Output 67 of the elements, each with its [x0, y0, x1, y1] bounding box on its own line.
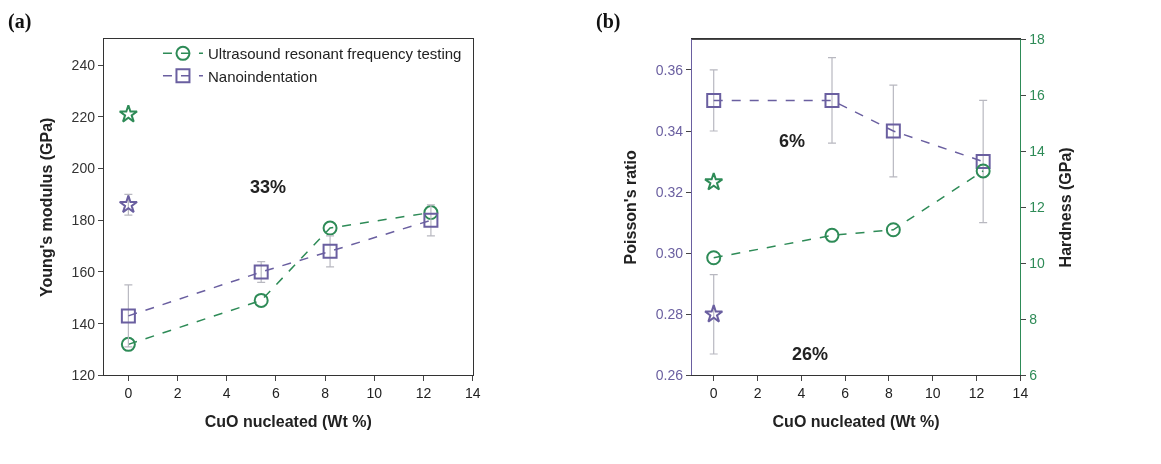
point: [120, 336, 136, 352]
x-tick-label: 12: [415, 385, 432, 402]
point: [118, 104, 139, 123]
annotation: 26%: [792, 344, 829, 364]
point: [885, 222, 901, 238]
annotation: 33%: [250, 177, 287, 197]
y2-axis-title: Hardness (GPa): [1056, 147, 1074, 268]
x-tick-label: 10: [924, 385, 941, 402]
x-axis-title: CuO nucleated (Wt %): [204, 412, 372, 430]
y-tick-label: 0.32: [655, 183, 684, 200]
x-tick-label: 4: [222, 385, 231, 402]
y-tick-label: 180: [71, 212, 96, 229]
y-tick-label: 0.30: [655, 245, 684, 262]
y2-tick-label: 16: [1029, 87, 1045, 104]
x-tick-label: 0: [124, 385, 133, 402]
point: [824, 92, 840, 108]
y2-tick-label: 14: [1029, 143, 1045, 160]
y-tick-label: 0.26: [655, 367, 684, 384]
x-tick-label: 6: [272, 385, 281, 402]
x-tick-label: 8: [885, 385, 894, 402]
x-tick-label: 14: [464, 385, 481, 402]
point: [423, 212, 439, 228]
y-tick-label: 0.34: [655, 122, 684, 139]
point: [704, 304, 724, 323]
point: [824, 227, 840, 243]
point: [120, 308, 136, 324]
x-tick-label: 2: [173, 385, 182, 402]
y-tick-label: 220: [71, 108, 96, 125]
y2-tick-label: 10: [1029, 255, 1045, 272]
y-axis-title: Poisson's ratio: [621, 150, 639, 265]
legend-label: Nanoindentation: [207, 67, 318, 85]
point: [423, 205, 439, 221]
y-axis-title: Young's modulus (GPa): [37, 117, 55, 298]
x-tick-label: 14: [1012, 385, 1029, 402]
y2-tick-label: 18: [1029, 31, 1045, 48]
chart-title: (a): [8, 10, 32, 33]
x-tick-label: 0: [709, 385, 718, 402]
point: [706, 92, 722, 108]
y-tick-label: 140: [71, 315, 96, 332]
x-tick-label: 10: [366, 385, 383, 402]
y-tick-label: 120: [71, 367, 96, 384]
y2-tick-label: 6: [1029, 367, 1038, 384]
y-tick-label: 0.28: [655, 306, 684, 323]
y-tick-label: 0.36: [655, 61, 684, 78]
point: [704, 172, 724, 191]
point: [322, 220, 338, 236]
y-tick-label: 240: [71, 57, 96, 74]
y2-tick-label: 12: [1029, 199, 1045, 216]
x-axis-title: CuO nucleated (Wt %): [772, 412, 940, 430]
x-tick-label: 2: [753, 385, 762, 402]
point: [253, 292, 269, 308]
point: [706, 250, 722, 266]
y2-tick-label: 8: [1029, 311, 1038, 328]
x-tick-label: 8: [321, 385, 330, 402]
point: [118, 194, 139, 214]
point: [885, 123, 901, 139]
y-tick-label: 200: [71, 160, 96, 177]
annotation: 6%: [779, 131, 806, 151]
point: [975, 154, 991, 170]
y-tick-label: 160: [71, 263, 96, 280]
chart-title: (b): [596, 10, 621, 33]
legend-label: Ultrasound resonant frequency testing: [207, 45, 462, 63]
x-tick-label: 4: [797, 385, 806, 402]
point: [975, 163, 991, 179]
x-tick-label: 12: [968, 385, 985, 402]
x-tick-label: 6: [841, 385, 850, 402]
point: [322, 243, 338, 259]
